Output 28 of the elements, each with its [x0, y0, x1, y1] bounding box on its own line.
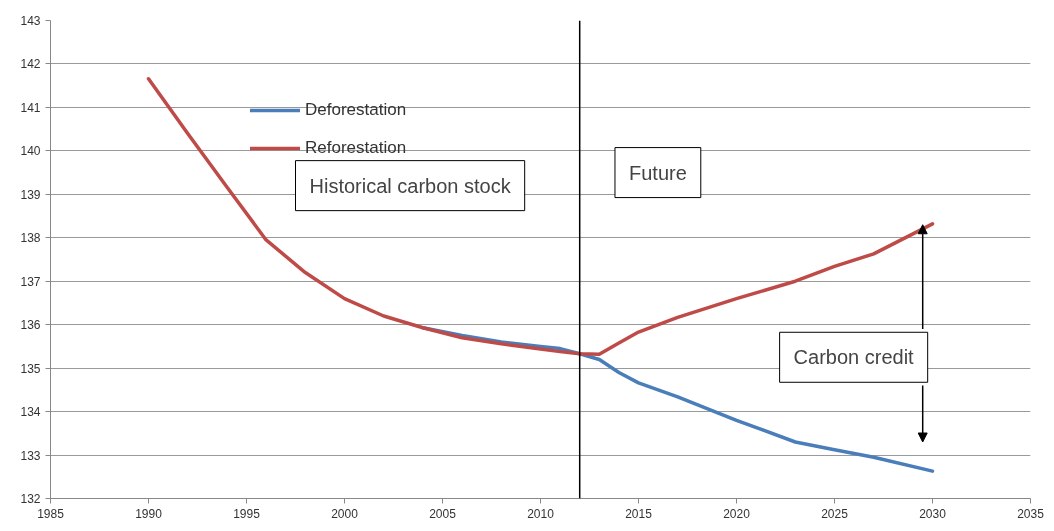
- x-tick-label: 2020: [723, 506, 751, 521]
- annotation: Historical carbon stock: [309, 174, 512, 197]
- y-tick-label: 132: [20, 492, 41, 506]
- y-tick-label: 143: [20, 14, 41, 28]
- x-tick-label: 2005: [429, 506, 457, 521]
- y-tick-label: 139: [20, 187, 41, 202]
- annotation: Carbon credit: [793, 346, 915, 369]
- y-tick-label: 138: [20, 231, 41, 246]
- x-tick-label: 2010: [527, 506, 555, 521]
- x-tick-label: 2025: [821, 506, 849, 521]
- x-tick-label: 2035: [1017, 506, 1045, 521]
- x-tick-label: 1985: [37, 506, 65, 521]
- y-tick-label: 133: [20, 448, 41, 463]
- y-tick-label: 134: [20, 405, 41, 420]
- legend-label: Deforestation: [305, 100, 407, 120]
- y-tick-label: 140: [20, 144, 41, 159]
- y-tick-label: 135: [20, 361, 41, 376]
- y-tick-label: 136: [20, 318, 41, 333]
- x-tick-label: 2015: [625, 506, 653, 521]
- y-tick-label: 141: [20, 100, 41, 115]
- x-tick-label: 1995: [233, 506, 261, 521]
- annotation: Future: [628, 161, 687, 184]
- y-tick-label: 142: [20, 57, 41, 72]
- y-tick-label: 137: [20, 274, 41, 289]
- legend-label: Reforestation: [305, 138, 407, 158]
- x-tick-label: 2030: [919, 506, 947, 521]
- x-tick-label: 1990: [135, 506, 163, 521]
- x-tick-label: 2000: [331, 506, 359, 521]
